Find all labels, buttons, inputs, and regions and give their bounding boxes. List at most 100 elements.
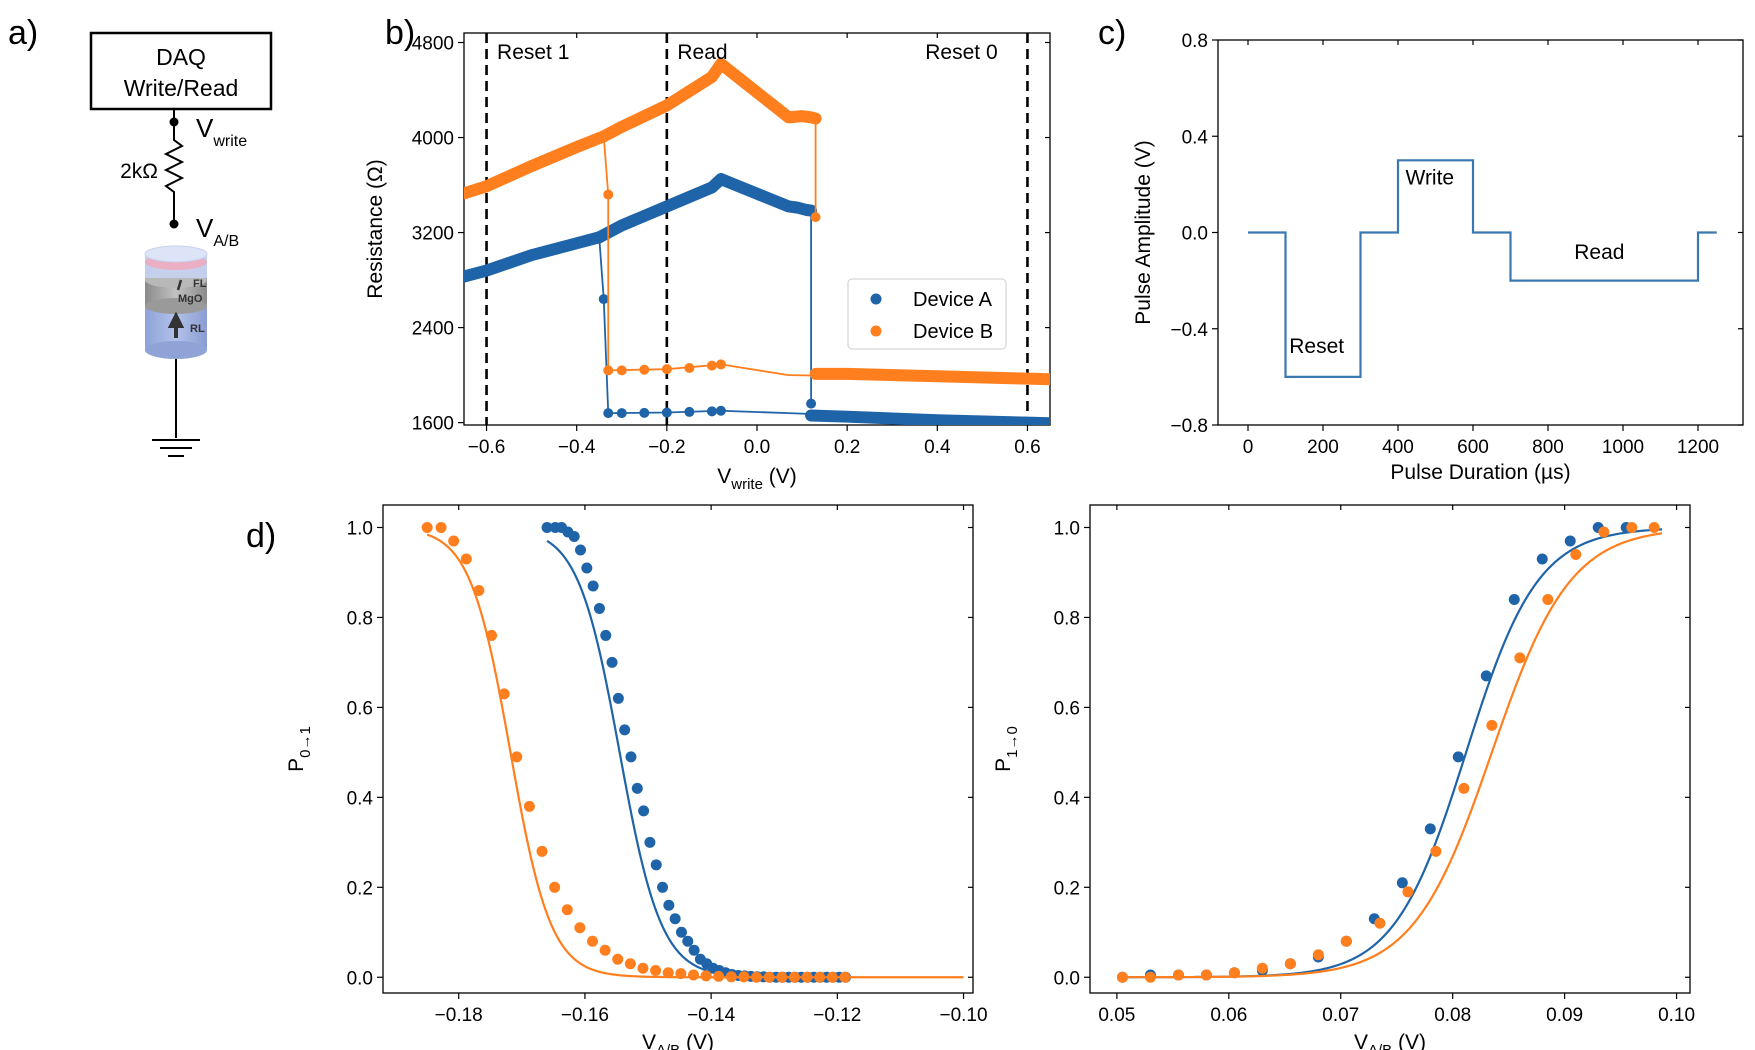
- x-tick-label: 0.6: [1014, 437, 1040, 458]
- v-write-label: Vwrite: [196, 113, 247, 150]
- fl-arrow-icon: [176, 279, 183, 291]
- data-point: [1022, 417, 1033, 425]
- y-tick-label: 0.0: [1054, 968, 1080, 989]
- data-point: [713, 970, 725, 982]
- v-ab-label: VA/B: [196, 213, 239, 250]
- data-point: [486, 629, 498, 641]
- y-tick-label: 0.6: [1054, 698, 1080, 719]
- data-point: [473, 584, 485, 596]
- data-point: [715, 359, 726, 370]
- data-point: [523, 800, 535, 812]
- data-point: [1458, 782, 1470, 794]
- data-point: [561, 904, 573, 916]
- data-point: [603, 408, 614, 419]
- data-point: [909, 370, 920, 381]
- data-point: [932, 371, 943, 382]
- data-point: [631, 782, 643, 794]
- data-point: [751, 971, 763, 983]
- data-point: [715, 174, 726, 185]
- mtj-device: FL MgO RL: [144, 245, 208, 359]
- y-tick-label: 0.2: [347, 878, 373, 899]
- data-point: [1340, 935, 1352, 947]
- data-point: [1045, 418, 1050, 425]
- x-tick-label: 600: [1457, 437, 1489, 458]
- data-point: [549, 151, 560, 162]
- data-point: [684, 362, 695, 373]
- data-point: [801, 971, 813, 983]
- data-point: [435, 521, 447, 533]
- mtj-bottom: [145, 341, 207, 359]
- y-tick-label: 0.0: [347, 968, 373, 989]
- plot-area: [464, 33, 1050, 425]
- data-point: [644, 836, 656, 848]
- region-label: Reset 1: [497, 41, 569, 64]
- data-point: [1508, 593, 1520, 605]
- data-point: [954, 371, 965, 382]
- y-tick-label: 0.8: [347, 608, 373, 629]
- trace-line: [608, 409, 789, 415]
- data-point: [977, 372, 988, 383]
- data-point: [571, 238, 582, 249]
- series-device-a: [1116, 521, 1663, 983]
- data-point: [448, 535, 460, 547]
- x-axis-label: Vwrite (V): [717, 465, 797, 493]
- data-point: [1402, 886, 1414, 898]
- data-point: [612, 692, 624, 704]
- y-axis-label: P0→1: [285, 726, 314, 772]
- data-point: [616, 365, 627, 376]
- legend-label: Device B: [913, 321, 993, 343]
- data-point: [481, 265, 492, 276]
- data-point: [599, 944, 611, 956]
- legend-box: [847, 278, 1007, 350]
- data-point: [706, 182, 717, 193]
- data-point: [826, 971, 838, 983]
- data-point: [603, 189, 614, 200]
- pulse-label: Reset: [1289, 335, 1344, 358]
- data-point: [801, 112, 812, 123]
- data-point: [1144, 971, 1156, 983]
- data-point: [511, 751, 523, 763]
- x-tick-label: −0.4: [558, 437, 596, 458]
- y-tick-label: 2400: [412, 319, 454, 340]
- data-point: [526, 250, 537, 261]
- y-tick-label: 1.0: [1054, 518, 1080, 539]
- y-tick-label: 0.4: [1054, 788, 1081, 809]
- data-point: [788, 971, 800, 983]
- data-point: [1284, 958, 1296, 970]
- data-point: [662, 967, 674, 979]
- data-point: [725, 971, 737, 983]
- data-point: [661, 100, 672, 111]
- data-point: [819, 368, 830, 379]
- data-point: [932, 415, 943, 425]
- data-point: [954, 415, 965, 425]
- data-point: [1396, 877, 1408, 889]
- y-tick-label: 1600: [412, 414, 454, 435]
- data-point: [464, 188, 469, 199]
- fit-curve: [546, 539, 846, 979]
- daq-label: DAQ: [156, 44, 206, 70]
- data-point: [669, 913, 681, 925]
- y-tick-label: 4000: [412, 129, 454, 150]
- legend-label: Device A: [913, 289, 993, 311]
- data-point: [1256, 962, 1268, 974]
- data-point: [715, 58, 726, 69]
- panel-label-c: c): [1098, 14, 1126, 52]
- y-tick-label: 4800: [412, 34, 454, 55]
- data-point: [637, 962, 649, 974]
- x-tick-label: −0.16: [561, 1005, 609, 1026]
- y-tick-label: 0.2: [1054, 878, 1080, 899]
- mgo-bottom-edge: [145, 298, 207, 314]
- x-tick-label: −0.10: [939, 1005, 987, 1026]
- region-label: Read: [677, 41, 727, 64]
- fl-label: FL: [193, 278, 207, 290]
- data-point: [1452, 751, 1464, 763]
- rl-arrow-icon: [167, 311, 185, 338]
- data-point: [715, 405, 726, 416]
- data-point: [887, 370, 898, 381]
- x-tick-label: −0.6: [468, 437, 506, 458]
- data-point: [571, 142, 582, 153]
- panel-label-a: a): [8, 14, 38, 52]
- data-point: [603, 365, 614, 376]
- x-axis-label: Pulse Duration (µs): [1390, 461, 1570, 484]
